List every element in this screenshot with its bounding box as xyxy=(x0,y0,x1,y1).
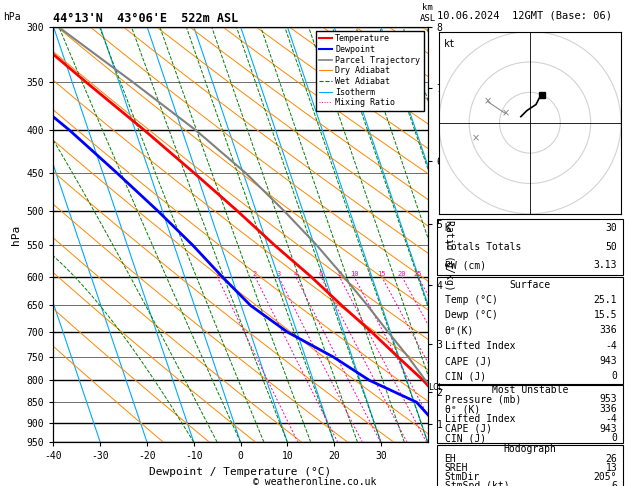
Text: θᵉ (K): θᵉ (K) xyxy=(445,404,480,414)
Text: 30: 30 xyxy=(605,223,617,233)
Y-axis label: Mixing Ratio (g/kg): Mixing Ratio (g/kg) xyxy=(443,179,454,290)
Text: 943: 943 xyxy=(599,356,617,366)
Text: Pressure (mb): Pressure (mb) xyxy=(445,395,521,404)
Text: 26: 26 xyxy=(605,453,617,464)
Text: K: K xyxy=(445,223,450,233)
Text: CIN (J): CIN (J) xyxy=(445,434,486,443)
Text: 25: 25 xyxy=(414,271,422,277)
Text: SREH: SREH xyxy=(445,463,468,473)
Text: hPa: hPa xyxy=(3,12,21,22)
Text: Surface: Surface xyxy=(509,279,550,290)
Text: 3: 3 xyxy=(276,271,281,277)
X-axis label: Dewpoint / Temperature (°C): Dewpoint / Temperature (°C) xyxy=(150,467,331,477)
Text: 2: 2 xyxy=(253,271,257,277)
Text: StmSpd (kt): StmSpd (kt) xyxy=(445,481,509,486)
Text: 15.5: 15.5 xyxy=(594,310,617,320)
Text: © weatheronline.co.uk: © weatheronline.co.uk xyxy=(253,477,376,486)
Text: CAPE (J): CAPE (J) xyxy=(445,424,492,434)
Legend: Temperature, Dewpoint, Parcel Trajectory, Dry Adiabat, Wet Adiabat, Isotherm, Mi: Temperature, Dewpoint, Parcel Trajectory… xyxy=(316,31,423,110)
Text: Lifted Index: Lifted Index xyxy=(445,414,515,424)
Text: 20: 20 xyxy=(398,271,406,277)
Text: StmDir: StmDir xyxy=(445,472,480,482)
Text: CAPE (J): CAPE (J) xyxy=(445,356,492,366)
Text: ×: × xyxy=(483,96,491,106)
Text: LCL: LCL xyxy=(428,382,443,392)
Text: Most Unstable: Most Unstable xyxy=(492,385,568,395)
Text: 6: 6 xyxy=(319,271,323,277)
Text: kt: kt xyxy=(444,39,456,49)
Text: CIN (J): CIN (J) xyxy=(445,371,486,382)
Text: EH: EH xyxy=(445,453,456,464)
Text: Totals Totals: Totals Totals xyxy=(445,242,521,252)
Text: 336: 336 xyxy=(599,326,617,335)
Text: 50: 50 xyxy=(605,242,617,252)
Text: 8: 8 xyxy=(337,271,342,277)
Text: 25.1: 25.1 xyxy=(594,295,617,305)
Text: Dewp (°C): Dewp (°C) xyxy=(445,310,498,320)
Text: 0: 0 xyxy=(611,371,617,382)
Text: 10.06.2024  12GMT (Base: 06): 10.06.2024 12GMT (Base: 06) xyxy=(437,11,612,21)
Text: Lifted Index: Lifted Index xyxy=(445,341,515,351)
Text: Temp (°C): Temp (°C) xyxy=(445,295,498,305)
Text: -4: -4 xyxy=(605,341,617,351)
Text: 6: 6 xyxy=(611,481,617,486)
Text: 336: 336 xyxy=(599,404,617,414)
Text: θᵉ(K): θᵉ(K) xyxy=(445,326,474,335)
Text: 4: 4 xyxy=(294,271,298,277)
Text: 1: 1 xyxy=(215,271,220,277)
Text: 953: 953 xyxy=(599,395,617,404)
Text: 3.13: 3.13 xyxy=(594,260,617,270)
Text: 0: 0 xyxy=(611,434,617,443)
Text: 15: 15 xyxy=(377,271,386,277)
Text: 44°13'N  43°06'E  522m ASL: 44°13'N 43°06'E 522m ASL xyxy=(53,12,239,25)
Text: 205°: 205° xyxy=(594,472,617,482)
Text: 13: 13 xyxy=(605,463,617,473)
Text: 10: 10 xyxy=(350,271,359,277)
Text: 943: 943 xyxy=(599,424,617,434)
Text: ×: × xyxy=(501,108,509,119)
Text: ×: × xyxy=(471,133,479,143)
Text: -4: -4 xyxy=(605,414,617,424)
Text: PW (cm): PW (cm) xyxy=(445,260,486,270)
Text: Hodograph: Hodograph xyxy=(503,444,557,454)
Text: km
ASL: km ASL xyxy=(420,3,436,22)
Y-axis label: hPa: hPa xyxy=(11,225,21,244)
